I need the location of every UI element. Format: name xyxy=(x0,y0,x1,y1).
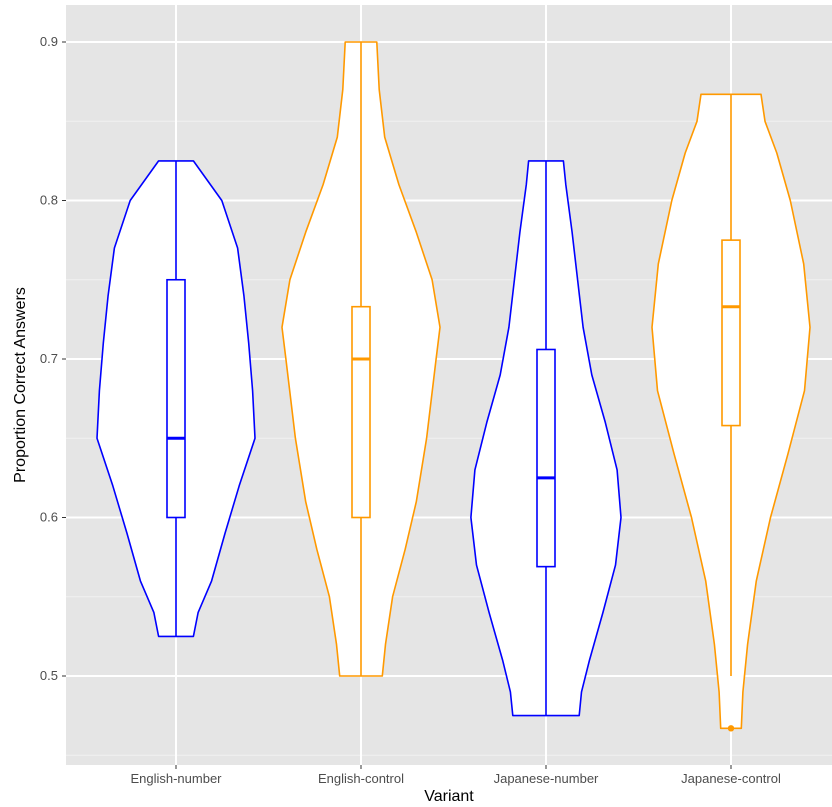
y-tick-label: 0.7 xyxy=(40,351,58,366)
box-iqr xyxy=(166,278,186,519)
box-iqr xyxy=(536,348,556,568)
x-tick-label: English-control xyxy=(318,771,404,786)
x-tick-label: English-number xyxy=(130,771,222,786)
violins xyxy=(96,41,811,732)
violin-group-english-control xyxy=(281,41,441,677)
y-tick-label: 0.9 xyxy=(40,34,58,49)
y-tick-label: 0.6 xyxy=(40,510,58,525)
y-axis-ticks: 0.5 0.6 0.7 0.8 0.9 xyxy=(40,34,66,683)
y-axis-title: Proportion Correct Answers xyxy=(12,287,29,483)
x-axis-ticks: English-number English-control Japanese-nu… xyxy=(130,765,781,786)
box-iqr xyxy=(351,305,371,519)
violin-group-japanese-number xyxy=(470,160,622,717)
x-tick-label: Japanese-number xyxy=(494,771,599,786)
x-axis-title: Variant xyxy=(424,788,474,805)
outlier-point xyxy=(727,725,735,732)
box-iqr xyxy=(721,239,741,427)
y-tick-label: 0.5 xyxy=(40,668,58,683)
violin-group-japanese-control xyxy=(651,93,811,732)
y-tick-label: 0.8 xyxy=(40,193,58,208)
x-tick-label: Japanese-control xyxy=(681,771,781,786)
violin-group-english-number xyxy=(96,160,256,638)
